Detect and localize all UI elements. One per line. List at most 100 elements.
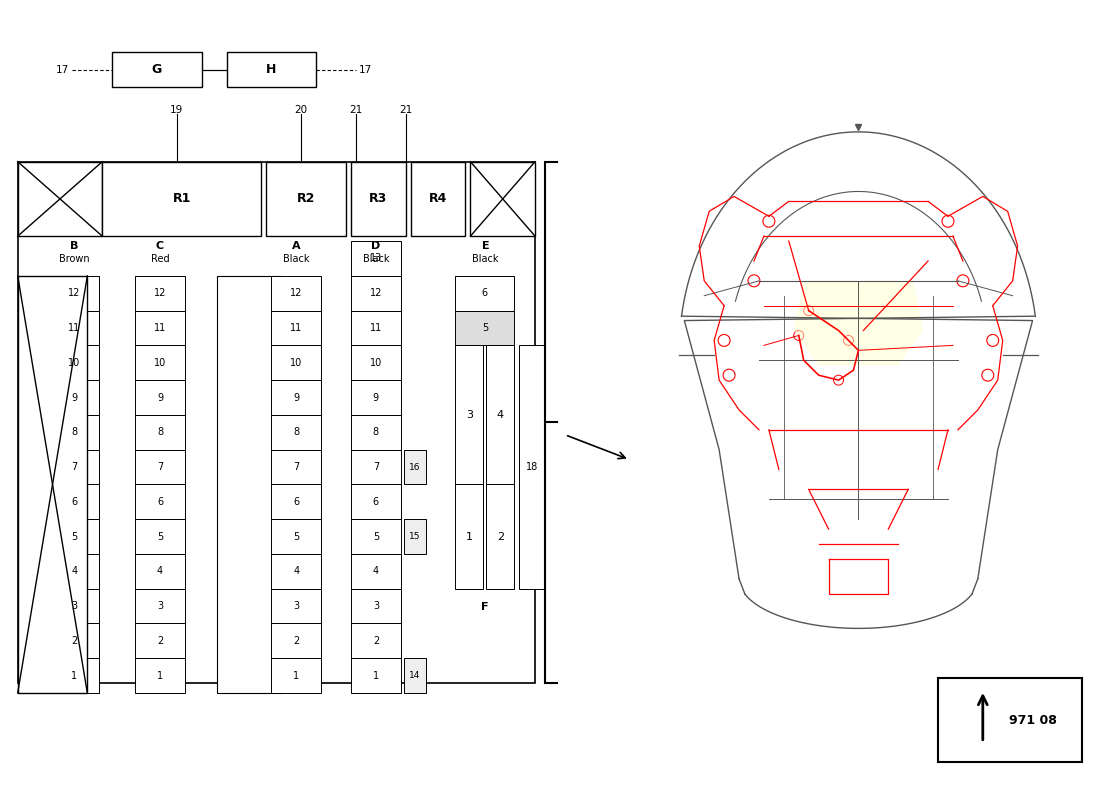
Bar [272, 589, 321, 623]
Bar [272, 658, 321, 693]
Text: G: G [152, 63, 162, 76]
Text: 1: 1 [72, 670, 77, 681]
Text: 6: 6 [294, 497, 299, 506]
Text: 2: 2 [373, 636, 380, 646]
Bar [135, 554, 185, 589]
Text: 8: 8 [72, 427, 77, 438]
Bar [50, 485, 99, 519]
Bar [227, 53, 316, 87]
Text: Black: Black [363, 254, 389, 264]
Text: H: H [266, 63, 276, 76]
Text: 15: 15 [409, 532, 420, 541]
Text: Black: Black [472, 254, 498, 264]
Text: E: E [482, 241, 490, 251]
Text: 16: 16 [409, 462, 420, 471]
Text: 11: 11 [68, 323, 80, 333]
Bar [50, 276, 99, 310]
Bar [455, 310, 514, 346]
Text: 13: 13 [370, 254, 382, 263]
Bar [272, 310, 321, 346]
Bar [404, 519, 426, 554]
Text: 5: 5 [482, 323, 488, 333]
Bar [135, 346, 185, 380]
Bar [351, 310, 400, 346]
Bar [135, 658, 185, 693]
Bar [455, 485, 483, 589]
Bar [135, 485, 185, 519]
Text: 3: 3 [72, 601, 77, 611]
Bar [272, 346, 321, 380]
Bar [351, 519, 400, 554]
Bar [50, 310, 99, 346]
Bar [217, 276, 282, 693]
Bar [272, 623, 321, 658]
Bar [50, 623, 99, 658]
Text: 9: 9 [72, 393, 77, 402]
Text: 8: 8 [294, 427, 299, 438]
Bar [102, 162, 262, 236]
Text: 1: 1 [373, 670, 378, 681]
Text: 2: 2 [157, 636, 163, 646]
Text: 19: 19 [170, 105, 184, 115]
Text: 971 08: 971 08 [1009, 714, 1056, 726]
Text: 3: 3 [157, 601, 163, 611]
Bar [519, 346, 544, 589]
Bar [135, 450, 185, 485]
Bar [50, 380, 99, 415]
Text: 7: 7 [294, 462, 299, 472]
Text: 7: 7 [157, 462, 163, 472]
Text: R2: R2 [297, 193, 316, 206]
Text: 12: 12 [290, 288, 303, 298]
Text: 20: 20 [295, 105, 308, 115]
Bar [272, 276, 321, 310]
Text: C: C [156, 241, 164, 251]
Bar [351, 623, 400, 658]
Bar [486, 485, 514, 589]
Text: 10: 10 [68, 358, 80, 368]
Bar [351, 554, 400, 589]
Text: 2: 2 [72, 636, 77, 646]
Text: Black: Black [283, 254, 309, 264]
Bar [404, 450, 426, 485]
Bar [50, 589, 99, 623]
Text: 5: 5 [373, 531, 380, 542]
Text: 3: 3 [373, 601, 378, 611]
Text: R3: R3 [370, 193, 387, 206]
Text: 4: 4 [294, 566, 299, 576]
Bar [50, 450, 99, 485]
Text: 4: 4 [497, 410, 504, 420]
Bar [351, 241, 400, 276]
Text: 4: 4 [72, 566, 77, 576]
Text: 2: 2 [497, 531, 504, 542]
Bar [50, 658, 99, 693]
Bar [50, 554, 99, 589]
Text: 17: 17 [360, 65, 373, 75]
Text: 5: 5 [72, 531, 77, 542]
Text: 4: 4 [157, 566, 163, 576]
Text: B: B [70, 241, 78, 251]
Text: 1: 1 [466, 531, 473, 542]
Text: Red: Red [151, 254, 169, 264]
Text: 12: 12 [370, 288, 382, 298]
Bar [135, 380, 185, 415]
Text: 3: 3 [294, 601, 299, 611]
Text: 11: 11 [290, 323, 303, 333]
Bar [112, 53, 201, 87]
Text: 12: 12 [68, 288, 80, 298]
Bar [455, 346, 483, 485]
Bar [18, 162, 102, 236]
Text: 3: 3 [466, 410, 473, 420]
Text: 4: 4 [373, 566, 378, 576]
Bar [135, 519, 185, 554]
Text: 5: 5 [157, 531, 163, 542]
Text: 6: 6 [72, 497, 77, 506]
Text: 21: 21 [399, 105, 412, 115]
Bar [18, 276, 87, 693]
Bar [50, 346, 99, 380]
Text: 6: 6 [373, 497, 378, 506]
Bar [272, 519, 321, 554]
Bar [135, 276, 185, 310]
Bar [351, 346, 400, 380]
Bar [18, 162, 535, 683]
Bar [135, 310, 185, 346]
